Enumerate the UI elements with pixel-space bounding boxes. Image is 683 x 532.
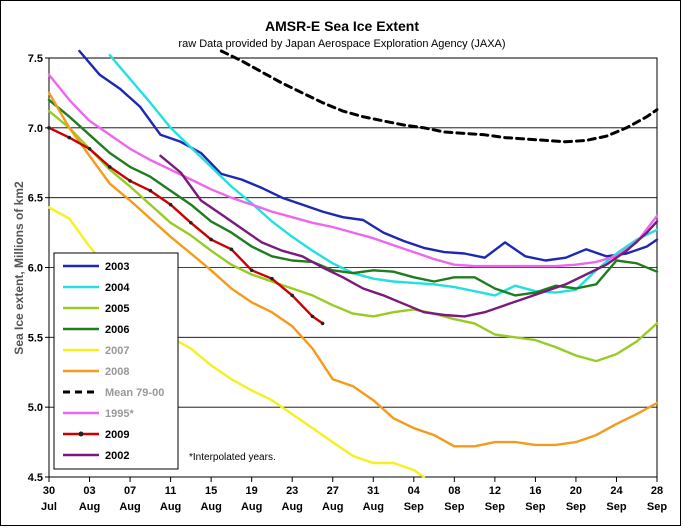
x-tick-day: 31 (367, 485, 379, 497)
legend-label: 2009 (105, 429, 129, 441)
x-tick-month: Aug (79, 501, 100, 513)
legend-label: 2004 (105, 282, 130, 294)
y-tick-label: 6.5 (28, 193, 43, 205)
legend-label: 2005 (105, 303, 129, 315)
series-marker (290, 293, 295, 298)
x-tick-day: 20 (570, 485, 582, 497)
x-tick-month: Aug (322, 501, 343, 513)
y-tick-label: 6.0 (28, 263, 43, 275)
series-line-mean7900 (219, 49, 659, 144)
chart-title: AMSR-E Sea Ice Extent (265, 18, 419, 34)
x-tick-day: 19 (246, 485, 258, 497)
x-axis-ticks: 30 Jul 03 Aug 07 Aug 11 Aug 15 Aug 19 Aug 23 Aug 27 Aug… (41, 477, 667, 513)
series-marker (168, 202, 173, 207)
x-tick-month: Aug (160, 501, 181, 513)
series-line-1995 (47, 73, 659, 268)
legend: 2003 2004 2005 2006 2007 2008 Mean 79-00 1995* 2… (63, 261, 164, 462)
x-tick-month: Aug (119, 501, 140, 513)
series-line-2005 (47, 109, 659, 363)
x-tick-day: 27 (327, 485, 339, 497)
series-marker (270, 276, 274, 281)
series-marker (320, 321, 325, 326)
x-tick-month: Jul (41, 501, 57, 513)
x-tick-month: Sep (566, 501, 586, 513)
legend-label: Mean 79-00 (105, 387, 164, 399)
legend-label: 1995* (105, 408, 134, 420)
x-tick-month: Sep (525, 501, 545, 513)
series-marker (148, 188, 153, 193)
y-tick-label: 7.0 (28, 123, 43, 135)
y-tick-label: 4.5 (28, 472, 43, 484)
x-tick-month: Sep (485, 501, 505, 513)
x-tick-month: Aug (241, 501, 262, 513)
y-tick-label: 5.5 (28, 332, 43, 344)
x-tick-day: 30 (43, 485, 55, 497)
chart-subtitle: raw Data provided by Japan Aerospace Exp… (178, 38, 505, 50)
series-marker (128, 179, 132, 183)
y-tick-label: 5.0 (28, 402, 43, 414)
x-tick-month: Sep (444, 501, 464, 513)
series-marker (249, 268, 254, 273)
series-line-2008 (47, 91, 659, 448)
x-tick-day: 15 (205, 485, 217, 497)
x-tick-day: 11 (165, 485, 177, 497)
y-axis-ticks: 4.5 5.0 5.5 6.0 6.5 7.0 7.5 (28, 53, 49, 484)
x-tick-day: 28 (651, 485, 663, 497)
series-marker (189, 221, 193, 225)
legend-label: 2007 (105, 345, 129, 357)
x-tick-month: Aug (200, 501, 221, 513)
x-tick-day: 03 (83, 485, 95, 497)
series-marker (108, 165, 112, 169)
series-marker (87, 146, 92, 151)
x-tick-day: 07 (124, 485, 136, 497)
series-marker (310, 314, 315, 319)
x-tick-month: Sep (404, 501, 424, 513)
series-marker (209, 237, 213, 242)
y-axis-label: Sea Ice extent, Millions of km2 (12, 181, 26, 355)
series-marker (47, 126, 51, 130)
series-line-2004 (108, 54, 659, 297)
series-line-2006 (47, 98, 659, 297)
x-tick-day: 04 (408, 485, 421, 497)
legend-label: 2008 (105, 366, 129, 378)
series-line-2002 (159, 154, 659, 318)
series-line-2003 (78, 49, 659, 262)
x-tick-day: 16 (529, 485, 541, 497)
x-tick-day: 23 (286, 485, 298, 497)
series-marker (229, 247, 234, 252)
x-tick-day: 24 (610, 485, 623, 497)
x-tick-day: 12 (489, 485, 501, 497)
interpolated-note: *Interpolated years. (189, 452, 276, 463)
series-marker (67, 135, 72, 140)
legend-label: 2002 (105, 450, 129, 462)
x-tick-month: Aug (282, 501, 303, 513)
x-tick-month: Aug (363, 501, 384, 513)
legend-label: 2003 (105, 261, 129, 273)
x-tick-month: Sep (647, 501, 667, 513)
x-tick-month: Sep (606, 501, 626, 513)
y-tick-label: 7.5 (28, 53, 43, 65)
x-tick-day: 08 (448, 485, 460, 497)
legend-label: 2006 (105, 324, 129, 336)
legend-marker (78, 431, 84, 437)
